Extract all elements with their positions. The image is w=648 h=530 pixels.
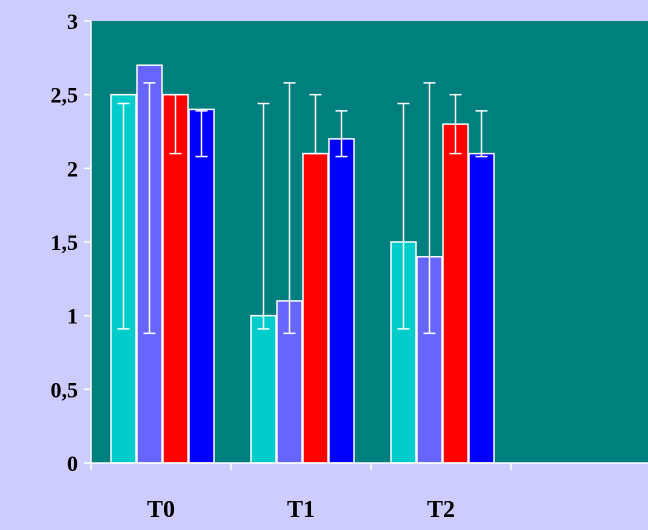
error-bar-t0-series-2 xyxy=(143,82,156,335)
y-tick-label: 0,5 xyxy=(51,377,79,402)
bar-t1-series-3 xyxy=(302,152,329,464)
error-bar-t2-series-3 xyxy=(449,93,462,155)
error-bar-t1-series-4 xyxy=(335,110,348,158)
y-tick-label: 1,5 xyxy=(51,230,79,255)
error-bar-t1-series-2 xyxy=(283,82,296,335)
y-tick-label: 2,5 xyxy=(51,83,79,108)
y-tick-label: 3 xyxy=(67,9,78,34)
bar-t2-series-4 xyxy=(468,152,495,464)
error-bar-t0-series-1 xyxy=(117,102,130,330)
error-bar-t0-series-4 xyxy=(195,110,208,158)
error-bar-t2-series-4 xyxy=(475,110,488,158)
y-tick-label: 2 xyxy=(67,156,78,181)
x-category-label: T2 xyxy=(427,497,455,523)
y-tick-label: 0 xyxy=(67,451,78,476)
error-bar-t2-series-1 xyxy=(397,102,410,330)
x-category-label: T0 xyxy=(147,497,175,523)
error-bar-t1-series-1 xyxy=(257,102,270,330)
error-bar-t0-series-3 xyxy=(169,93,182,155)
bar-t2-series-3 xyxy=(442,123,469,464)
x-category-label: T1 xyxy=(287,497,315,523)
bar-t1-series-4 xyxy=(328,138,355,464)
error-bar-t2-series-2 xyxy=(423,82,436,335)
bar-t0-series-4 xyxy=(188,108,215,464)
error-bar-t1-series-3 xyxy=(309,93,322,155)
bar-t1-series-1 xyxy=(250,314,277,464)
y-tick-label: 1 xyxy=(67,304,78,329)
